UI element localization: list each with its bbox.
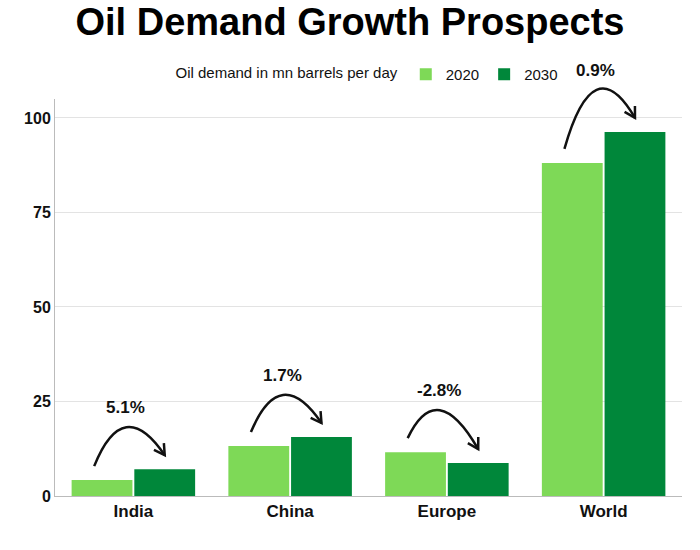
svg-text:0: 0 [42,488,51,505]
svg-text:India: India [114,502,154,521]
svg-text:-2.8%: -2.8% [417,381,461,400]
svg-text:50: 50 [33,299,51,316]
svg-text:75: 75 [33,204,51,221]
svg-text:2020: 2020 [446,66,479,83]
svg-text:1.7%: 1.7% [263,366,302,385]
svg-text:2030: 2030 [524,66,557,83]
svg-text:China: China [267,502,315,521]
svg-text:0.9%: 0.9% [576,61,615,80]
svg-text:Europe: Europe [418,502,477,521]
svg-text:25: 25 [33,393,51,410]
svg-text:Oil Demand Growth Prospects: Oil Demand Growth Prospects [76,1,625,43]
svg-text:5.1%: 5.1% [106,398,145,417]
svg-text:100: 100 [24,110,51,127]
svg-text:World: World [580,502,628,521]
svg-text:Oil demand in mn barrels per d: Oil demand in mn barrels per day [176,64,398,81]
